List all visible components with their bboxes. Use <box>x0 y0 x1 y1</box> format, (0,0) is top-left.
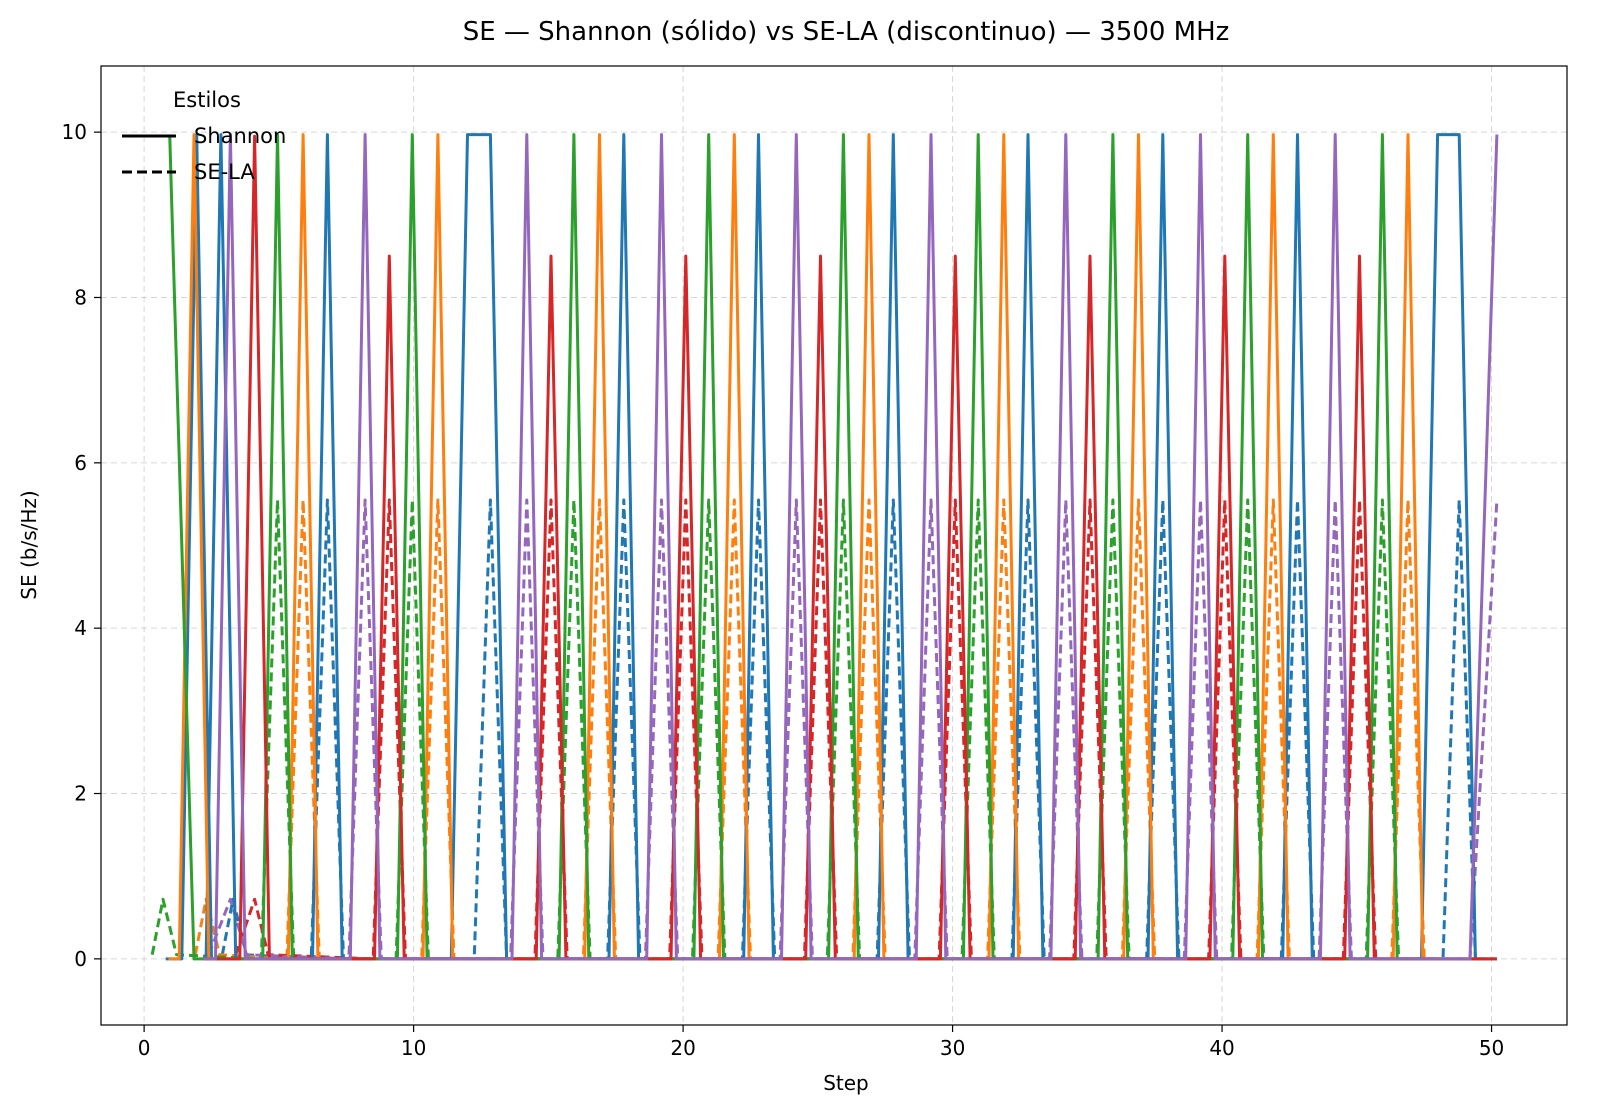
legend: Estilos Shannon SE-LA <box>122 88 286 184</box>
axes-frame <box>100 65 1568 1026</box>
x-ticks: 0 10 20 30 40 50 <box>138 1025 1504 1060</box>
y-ticks: 0 2 4 6 8 10 <box>62 120 101 971</box>
y-tick-label: 4 <box>74 616 87 640</box>
legend-label-shannon: Shannon <box>194 124 286 148</box>
chart-title: SE — Shannon (sólido) vs SE-LA (disconti… <box>463 17 1230 47</box>
shannon-line-5 <box>203 133 1499 961</box>
x-tick-label: 20 <box>670 1036 695 1060</box>
y-tick-label: 6 <box>74 451 87 475</box>
y-tick-label: 10 <box>62 120 87 144</box>
y-tick-label: 0 <box>74 947 87 971</box>
x-tick-label: 0 <box>138 1036 151 1060</box>
x-tick-label: 50 <box>1479 1036 1504 1060</box>
y-tick-label: 2 <box>74 782 87 806</box>
plot-area <box>150 133 1499 961</box>
series-group <box>150 133 1499 961</box>
legend-title: Estilos <box>173 88 241 112</box>
x-tick-label: 10 <box>401 1036 426 1060</box>
x-tick-label: 40 <box>1209 1036 1234 1060</box>
legend-label-sela: SE-LA <box>194 160 255 184</box>
x-tick-label: 30 <box>940 1036 965 1060</box>
x-axis-label: Step <box>823 1071 869 1095</box>
y-tick-label: 8 <box>74 285 87 309</box>
sela-line-4 <box>234 498 1378 961</box>
y-axis-label: SE (b/s/Hz) <box>17 490 41 599</box>
shannon-line-4 <box>203 134 1497 961</box>
